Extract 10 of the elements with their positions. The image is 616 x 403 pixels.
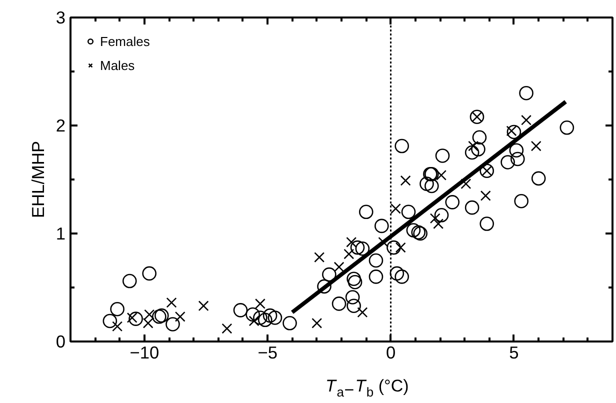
legend-label: Females bbox=[100, 34, 150, 48]
y-tick-label: 2 bbox=[56, 116, 66, 136]
y-axis-title: EHL/MHP bbox=[28, 140, 48, 218]
y-tick-label: 3 bbox=[56, 8, 66, 28]
y-tick-label: 1 bbox=[56, 224, 66, 244]
x-tick-label: 5 bbox=[509, 342, 519, 362]
x-tick-label: −5 bbox=[258, 342, 278, 362]
legend-label: Males bbox=[100, 58, 135, 72]
x-tick-label: −10 bbox=[130, 342, 160, 362]
x-tick-label: 0 bbox=[386, 342, 396, 362]
